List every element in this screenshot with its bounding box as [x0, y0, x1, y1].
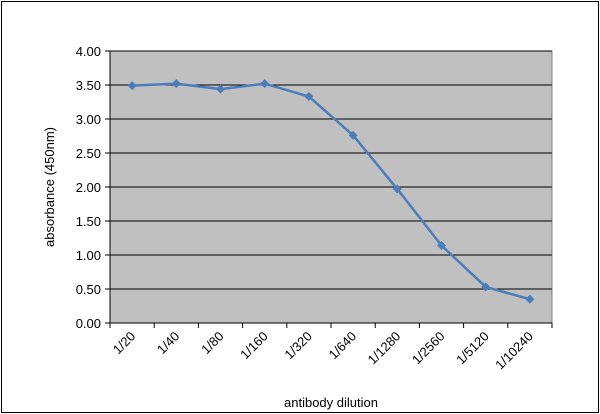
y-tick-label: 0.50	[76, 282, 101, 297]
y-tick-label: 1.00	[76, 248, 101, 263]
x-tick-label: 1/160	[237, 329, 271, 363]
y-tick-label: 3.00	[76, 112, 101, 127]
data-point-marker	[127, 81, 137, 91]
y-tick-label: 2.50	[76, 146, 101, 161]
x-tick-label: 1/20	[110, 329, 139, 358]
y-tick-label: 1.50	[76, 214, 101, 229]
x-tick-label: 1/1280	[365, 329, 404, 368]
data-point-marker	[304, 92, 314, 102]
data-point-marker	[392, 184, 402, 194]
y-axis-label: absorbance (450nm)	[42, 127, 57, 247]
x-tick-label: 1/320	[281, 329, 315, 363]
x-tick-label: 1/10240	[492, 329, 536, 373]
data-point-marker	[171, 79, 181, 89]
x-tick-label: 1/2560	[409, 329, 448, 368]
x-tick-label: 1/40	[154, 329, 183, 358]
y-tick-label: 2.00	[76, 180, 101, 195]
data-point-marker	[437, 240, 446, 250]
data-point-marker	[525, 294, 535, 304]
x-tick-label: 1/80	[198, 329, 227, 358]
data-point-marker	[260, 79, 270, 89]
y-tick-label: 0.00	[76, 316, 101, 331]
data-point-marker	[481, 282, 491, 292]
y-tick-label: 3.50	[76, 78, 101, 93]
data-point-marker	[348, 130, 358, 140]
x-tick-label: 1/5120	[453, 329, 492, 368]
y-tick-label: 4.00	[76, 44, 101, 59]
x-axis-label: antibody dilution	[284, 395, 378, 410]
x-tick-label: 1/640	[326, 329, 360, 363]
series-line	[132, 82, 531, 301]
data-point-marker	[216, 84, 225, 94]
